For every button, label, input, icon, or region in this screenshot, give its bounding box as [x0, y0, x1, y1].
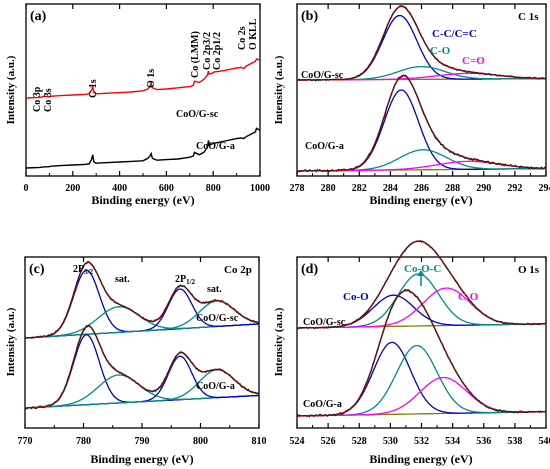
panel-b-peak-co: C-O — [430, 45, 451, 57]
panel-c-title: Co 2p — [224, 264, 252, 276]
panel-d-title: O 1s — [518, 264, 540, 276]
panel-d-raw — [296, 239, 547, 330]
panel-d-xtick-label: 532 — [414, 436, 429, 447]
panel-d-xtick-label: 540 — [539, 436, 550, 447]
panel-c-envelope — [24, 325, 260, 409]
panel-b-title: C 1s — [518, 11, 539, 23]
panel-b-xlabel: Binding energy (eV) — [369, 193, 472, 207]
panel-c-sample-sc: CoO/G-sc — [196, 313, 239, 324]
panel-b-xtick-label: 290 — [476, 183, 491, 194]
panel-b-sample-a: CoO/G-a — [305, 141, 344, 152]
panel-a-series-sc — [25, 58, 261, 99]
panel-d-xtick-label: 526 — [321, 436, 336, 447]
panel-b-xtick-label: 282 — [352, 183, 367, 194]
panel-a-label-okll: O KLL — [248, 18, 259, 50]
panel-a-label-o1s: O 1s — [146, 69, 157, 88]
panel-a-series-label-a: CoO/G-a — [196, 141, 235, 152]
panel-a-xtick-label: 400 — [112, 183, 127, 194]
panel-b-xtick-label: 288 — [445, 183, 460, 194]
panel-a-xtick-label: 1000 — [250, 183, 270, 194]
panel-c-sample-a: CoO/G-a — [196, 381, 235, 392]
panel-a: 0 200 400 600 800 1000 (a) Intensity (a.u.) B… — [5, 3, 270, 207]
panel-c-peak-2p12: 2P1/2 — [175, 274, 196, 286]
panel-d-sample-sc: CoO/G-sc — [303, 317, 346, 328]
panel-d-ylabel: Intensity (a.u.) — [273, 307, 285, 376]
panel-c-peak-sat1: sat. — [115, 274, 130, 285]
panel-b-raw — [296, 5, 547, 82]
panel-a-series-a — [25, 127, 261, 169]
panel-c-ylabel: Intensity (a.u.) — [5, 307, 17, 376]
panel-b-xtick-label: 284 — [383, 183, 398, 194]
panel-c-peak-sat2: sat. — [207, 284, 222, 295]
panel-d-xtick-label: 530 — [383, 436, 398, 447]
panel-a-xtick-label: 800 — [206, 183, 221, 194]
panel-c-xtick-label: 770 — [18, 436, 33, 447]
panel-c-xtick-label: 800 — [193, 436, 208, 447]
panel-d-peak-cooc: Co-O-C — [404, 263, 441, 275]
panel-d-arrow-head — [417, 270, 425, 276]
panel-d-xtick-label: 534 — [445, 436, 460, 447]
panel-b-sample-sc: CoO/G-sc — [301, 70, 344, 81]
panel-a-label-c1s: C 1s — [88, 79, 99, 98]
panel-b-raw — [296, 73, 547, 173]
panel-c-raw — [24, 260, 260, 340]
panel-b-xtick-label: 292 — [507, 183, 522, 194]
panel-a-xtick-label: 200 — [65, 183, 80, 194]
panel-d-xtick-label: 524 — [290, 436, 305, 447]
panel-d-peak-co: C-O — [458, 291, 479, 303]
panel-a-label-co3p: Co 3p — [32, 86, 43, 112]
panel-d-sample-a: CoO/G-a — [303, 399, 342, 410]
panel-d-xtick-label: 536 — [476, 436, 491, 447]
panel-a-xtick-label: 0 — [24, 183, 29, 194]
panel-b-xtick-label: 278 — [290, 183, 305, 194]
panel-a-id: (a) — [30, 9, 47, 24]
panel-b-xtick-label: 280 — [321, 183, 336, 194]
panel-b-envelope — [297, 5, 547, 81]
panel-a-xtick-label: 600 — [159, 183, 174, 194]
panel-c: 770 780 790 800 810 (c) Co 2p Intensity (a.u… — [5, 256, 267, 466]
panel-d-raw — [296, 288, 547, 418]
panel-b-peak-ccc: C-C/C=C — [432, 28, 477, 40]
panel-b-xtick-label: 286 — [414, 183, 429, 194]
panel-d-xtick-label: 538 — [507, 436, 522, 447]
panel-b-component — [297, 89, 546, 172]
panel-a-label-co2p12: Co 2p1/2 — [212, 32, 223, 70]
panel-b-id: (b) — [301, 9, 318, 24]
panel-a-label-co2p32: Co 2p3/2 — [202, 32, 213, 70]
panel-d: 524 526 528 530 532 534 536 538 540 (d) O 1s Int… — [273, 239, 550, 466]
panel-c-id: (c) — [29, 262, 45, 277]
panel-c-xtick-label: 780 — [76, 436, 91, 447]
panel-b-ylabel: Intensity (a.u.) — [273, 55, 285, 124]
panel-c-xtick-label: 790 — [135, 436, 150, 447]
panel-a-xlabel: Binding energy (eV) — [91, 193, 194, 207]
panel-a-label-colmm: Co (LMM) — [190, 31, 201, 78]
panel-d-id: (d) — [301, 262, 318, 277]
panel-b-peak-c=o: C=O — [462, 55, 485, 67]
panel-d-xlabel: Binding energy (eV) — [369, 452, 472, 466]
panel-c-xtick-label: 810 — [252, 436, 267, 447]
panel-c-raw — [24, 324, 260, 410]
panel-a-ylabel: Intensity (a.u.) — [5, 55, 17, 124]
panel-a-label-co3s: Co 3s — [43, 88, 54, 112]
panel-b: 278 280 282 284 286 288 290 292 294 (b) C 1s Int… — [273, 3, 550, 207]
panel-d-xtick-label: 528 — [352, 436, 367, 447]
panel-b-envelope — [297, 74, 546, 172]
panel-a-series-label-sc: CoO/G-sc — [176, 109, 219, 120]
panel-d-envelope — [297, 289, 546, 417]
panel-d-peak-coo: Co-O — [343, 291, 369, 303]
panel-d-component — [297, 376, 546, 417]
panel-a-label-co2s: Co 2s — [237, 26, 248, 50]
panel-b-xtick-label: 294 — [539, 183, 550, 194]
panel-c-xlabel: Binding energy (eV) — [90, 452, 193, 466]
panel-c-peak-2p32: 2P3/2 — [73, 264, 94, 276]
